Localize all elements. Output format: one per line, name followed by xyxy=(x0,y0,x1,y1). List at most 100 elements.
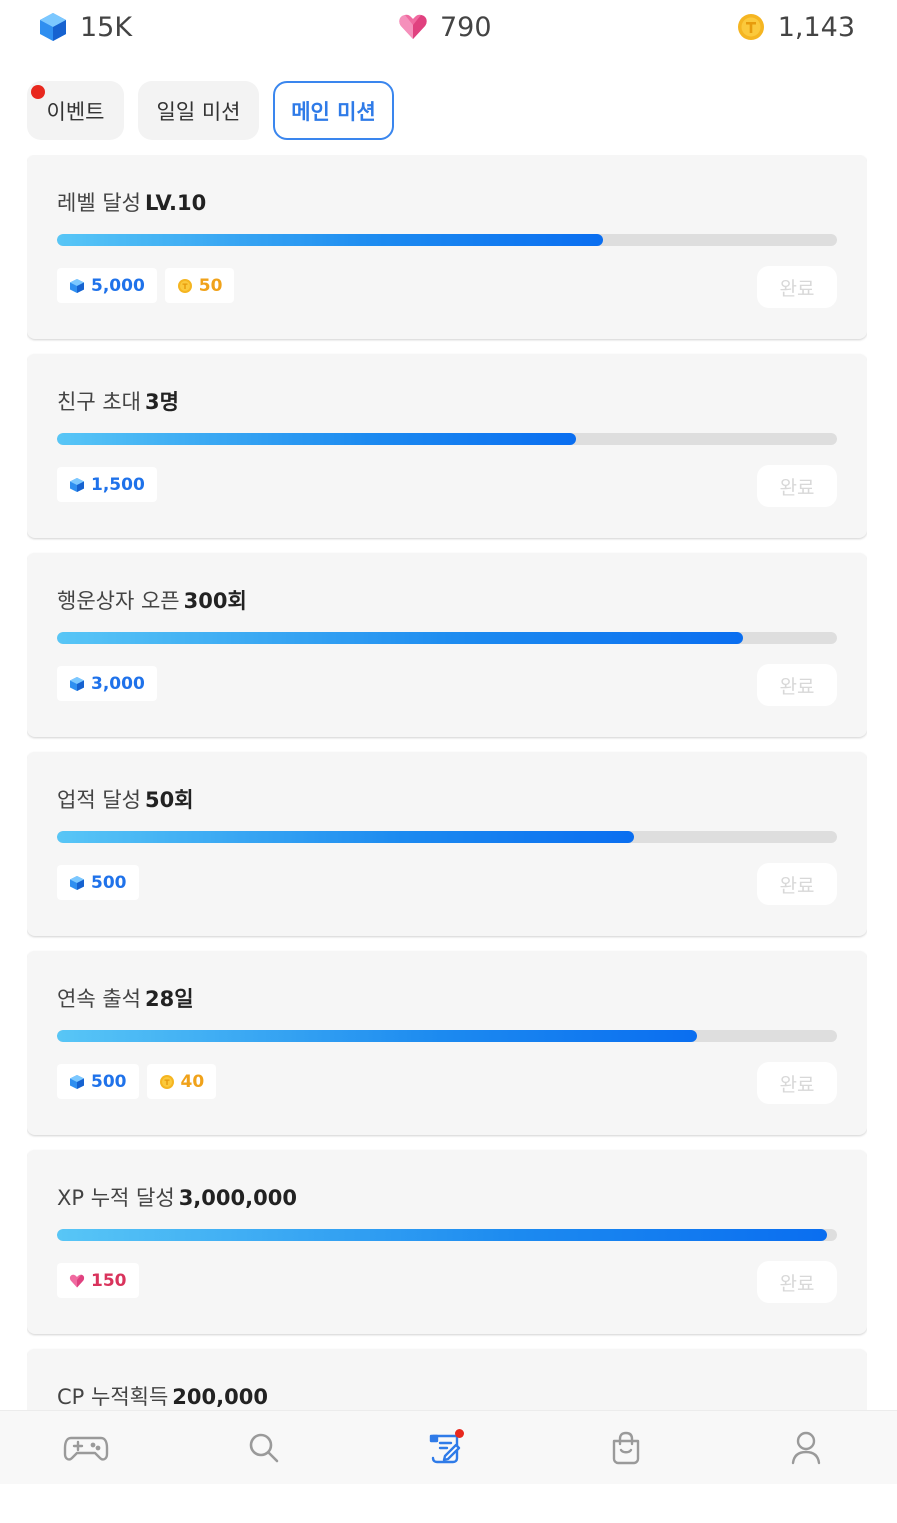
reward-list: 5,000 50 xyxy=(57,268,242,303)
currency-bar: 15K 790 1,143 xyxy=(0,0,897,54)
mission-title-text: 레벨 달성 xyxy=(57,191,141,215)
mission-card: 친구 초대 3명 1,500 완료 xyxy=(27,354,867,538)
mission-target: 28일 xyxy=(144,987,194,1011)
reward-value: 3,000 xyxy=(91,673,145,694)
mission-card: 행운상자 오픈 300회 3,000 완료 xyxy=(27,553,867,737)
mission-title-text: 행운상자 오픈 xyxy=(57,589,180,613)
reward-gem: 1,500 xyxy=(57,467,157,502)
shopping-bag-icon xyxy=(612,1431,640,1465)
gem-icon xyxy=(70,1074,84,1089)
reward-value: 50 xyxy=(198,275,223,296)
progress-bar xyxy=(57,831,837,843)
coin-icon xyxy=(159,1074,174,1089)
mission-card: XP 누적 달성 3,000,000 150 완료 xyxy=(27,1150,867,1334)
complete-button[interactable]: 완료 xyxy=(757,465,837,507)
complete-button[interactable]: 완료 xyxy=(757,664,837,706)
tab-main-mission[interactable]: 메인 미션 xyxy=(273,81,394,140)
mission-target: LV.10 xyxy=(144,191,207,215)
gem-balance-value: 15K xyxy=(80,11,133,43)
reward-heart: 150 xyxy=(57,1263,139,1298)
tab-event[interactable]: 이벤트 xyxy=(27,81,124,140)
reward-gem: 500 xyxy=(57,865,139,900)
reward-coin: 40 xyxy=(146,1064,217,1099)
gem-icon xyxy=(40,13,66,41)
reward-list: 3,000 xyxy=(57,666,165,701)
reward-gem: 500 xyxy=(57,1064,139,1099)
mission-title-text: XP 누적 달성 xyxy=(57,1186,175,1210)
reward-coin: 50 xyxy=(164,268,235,303)
mission-card: 레벨 달성 LV.10 5,000 50 완료 xyxy=(27,155,867,339)
heart-balance-value: 790 xyxy=(440,11,492,43)
mission-target: 3,000,000 xyxy=(178,1186,297,1210)
mission-card: 업적 달성 50회 500 완료 xyxy=(27,752,867,936)
tab-main-mission-label: 메인 미션 xyxy=(291,99,376,124)
progress-bar xyxy=(57,632,837,644)
progress-fill xyxy=(57,632,744,644)
reward-gem: 3,000 xyxy=(57,666,157,701)
reward-gem: 5,000 xyxy=(57,268,157,303)
profile-icon xyxy=(791,1431,821,1465)
reward-list: 500 40 xyxy=(57,1064,224,1099)
mission-title: 레벨 달성 LV.10 xyxy=(57,187,206,217)
reward-value: 1,500 xyxy=(91,474,145,495)
reward-value: 500 xyxy=(91,872,127,893)
mission-title: 친구 초대 3명 xyxy=(57,386,179,416)
progress-fill xyxy=(57,1229,827,1241)
nav-games[interactable] xyxy=(56,1411,116,1485)
complete-button[interactable]: 완료 xyxy=(757,863,837,905)
progress-bar xyxy=(57,234,837,246)
nav-search[interactable] xyxy=(234,1411,294,1485)
notification-dot xyxy=(31,85,45,99)
progress-bar xyxy=(57,1229,837,1241)
mission-title: 행운상자 오픈 300회 xyxy=(57,585,247,615)
reward-value: 5,000 xyxy=(91,275,145,296)
complete-button[interactable]: 완료 xyxy=(757,1062,837,1104)
nav-missions[interactable] xyxy=(416,1411,476,1485)
progress-bar xyxy=(57,1030,837,1042)
mission-title: 업적 달성 50회 xyxy=(57,784,194,814)
reward-value: 500 xyxy=(91,1071,127,1092)
progress-fill xyxy=(57,831,635,843)
mission-card: 연속 출석 28일 500 40 완료 xyxy=(27,951,867,1135)
mission-target: 300회 xyxy=(183,589,247,613)
gem-icon xyxy=(70,875,84,890)
heart-icon xyxy=(399,14,427,39)
complete-button[interactable]: 완료 xyxy=(757,1261,837,1303)
progress-fill xyxy=(57,234,603,246)
gem-icon xyxy=(70,278,84,293)
tab-event-label: 이벤트 xyxy=(46,99,105,124)
complete-button[interactable]: 완료 xyxy=(757,266,837,308)
mission-target: 3명 xyxy=(144,390,179,414)
nav-shop[interactable] xyxy=(596,1411,656,1485)
nav-profile[interactable] xyxy=(776,1411,836,1485)
mission-target: 50회 xyxy=(144,788,194,812)
mission-scroll-icon xyxy=(429,1434,461,1464)
coin-balance: 1,143 xyxy=(736,7,855,47)
gamepad-icon xyxy=(63,1436,109,1461)
bottom-nav xyxy=(0,1410,897,1484)
heart-icon xyxy=(69,1274,85,1287)
mission-title-text: 연속 출석 xyxy=(57,987,141,1011)
coin-icon xyxy=(177,278,192,293)
tab-daily-mission[interactable]: 일일 미션 xyxy=(138,81,259,140)
progress-fill xyxy=(57,1030,697,1042)
mission-title-text: 친구 초대 xyxy=(57,390,141,414)
mission-title: 연속 출석 28일 xyxy=(57,983,194,1013)
search-icon xyxy=(249,1433,279,1463)
mission-title-text: 업적 달성 xyxy=(57,788,141,812)
gem-icon xyxy=(70,676,84,691)
progress-bar xyxy=(57,433,837,445)
coin-balance-value: 1,143 xyxy=(777,11,855,43)
heart-balance: 790 xyxy=(398,7,492,47)
reward-list: 500 xyxy=(57,865,147,900)
coin-icon xyxy=(737,14,764,40)
mission-target: 200,000 xyxy=(172,1385,268,1409)
notification-dot xyxy=(455,1429,464,1438)
tab-daily-mission-label: 일일 미션 xyxy=(156,99,241,124)
mission-title-text: CP 누적획득 xyxy=(57,1385,169,1409)
mission-title: CP 누적획득 200,000 xyxy=(57,1381,268,1410)
mission-list[interactable]: 레벨 달성 LV.10 5,000 50 완료 친구 초대 3명 1,500 완료 행운상자 오픈… xyxy=(27,155,867,1410)
mission-title: XP 누적 달성 3,000,000 xyxy=(57,1182,297,1212)
